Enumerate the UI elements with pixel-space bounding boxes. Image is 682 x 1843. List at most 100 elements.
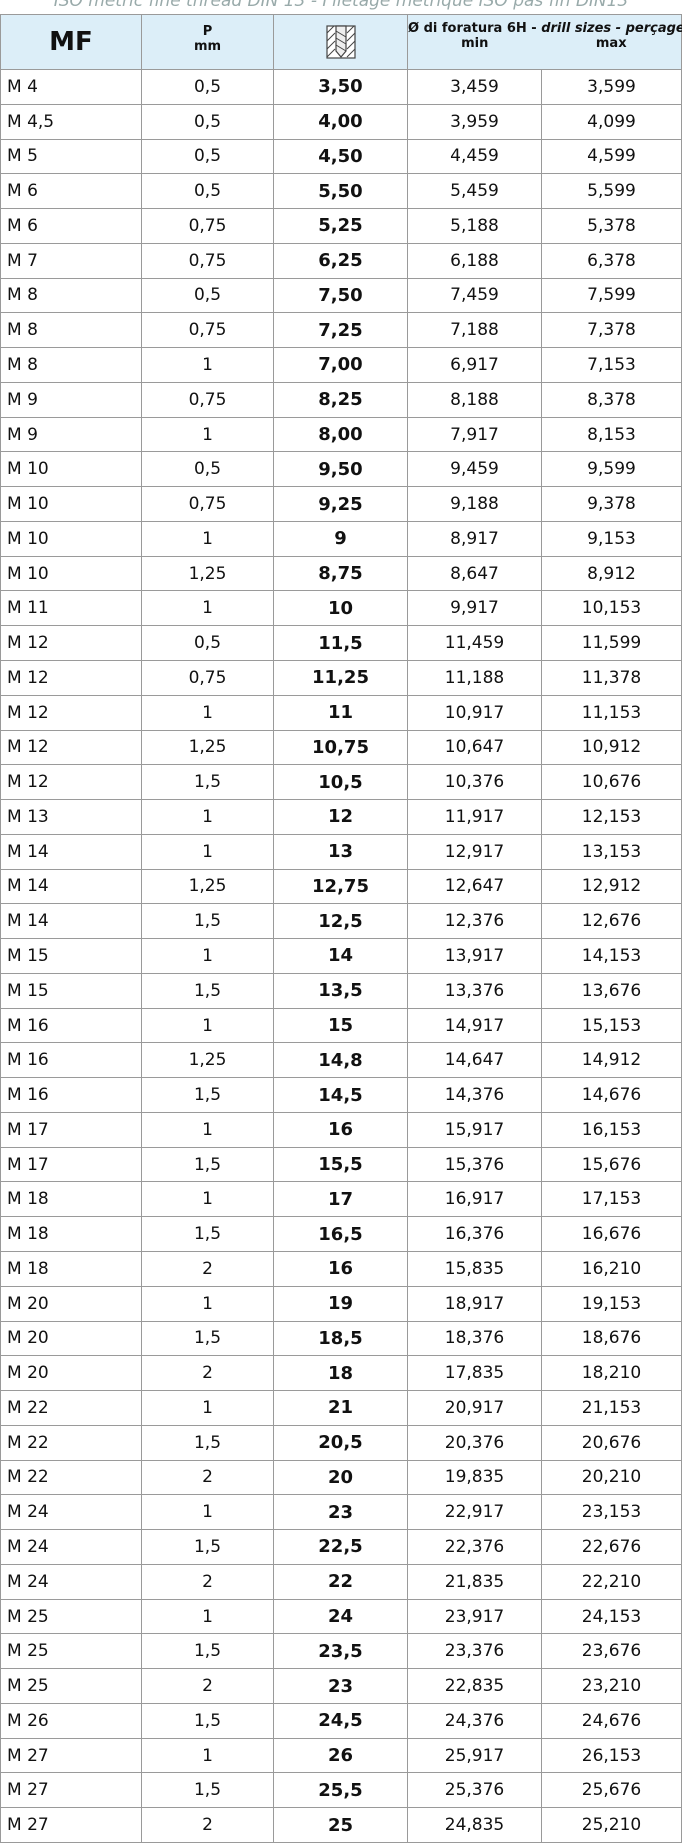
thread-size-cell: M 24 xyxy=(0,1530,142,1565)
pitch-cell: 1,5 xyxy=(142,904,274,940)
min-cell: 7,188 xyxy=(408,313,542,349)
max-cell: 26,153 xyxy=(542,1738,682,1774)
max-cell: 16,153 xyxy=(542,1112,682,1148)
drill-size-cell: 11,25 xyxy=(274,661,408,696)
drill-size-cell: 21 xyxy=(274,1391,408,1426)
min-cell: 12,376 xyxy=(408,904,542,940)
thread-size-cell: M 27 xyxy=(0,1773,142,1809)
drill-size-cell: 15 xyxy=(274,1008,408,1044)
min-cell: 3,459 xyxy=(408,70,542,105)
min-cell: 15,376 xyxy=(408,1147,542,1183)
thread-size-cell: M 25 xyxy=(0,1669,142,1704)
pitch-cell: 1 xyxy=(142,800,274,835)
drill-size-cell: 24 xyxy=(274,1599,408,1635)
pitch-cell: 1 xyxy=(142,1112,274,1148)
max-cell: 14,676 xyxy=(542,1078,682,1113)
header-max: max xyxy=(595,36,627,51)
pitch-cell: 0,75 xyxy=(142,209,274,244)
drill-size-cell: 18,5 xyxy=(274,1321,408,1357)
min-cell: 20,376 xyxy=(408,1425,542,1461)
thread-size-cell: M 25 xyxy=(0,1599,142,1635)
thread-size-cell: M 10 xyxy=(0,556,142,592)
pitch-cell: 1 xyxy=(142,1738,274,1774)
header-p-label: P xyxy=(202,24,213,39)
drill-size-cell: 3,50 xyxy=(274,70,408,105)
thread-size-cell: M 4,5 xyxy=(0,104,142,140)
drill-size-cell: 6,25 xyxy=(274,243,408,279)
max-cell: 6,378 xyxy=(542,243,682,279)
pitch-cell: 1 xyxy=(142,1008,274,1044)
thread-size-cell: M 14 xyxy=(0,834,142,870)
pitch-cell: 1,5 xyxy=(142,1773,274,1809)
max-cell: 23,153 xyxy=(542,1495,682,1531)
min-cell: 21,835 xyxy=(408,1564,542,1600)
max-cell: 9,153 xyxy=(542,521,682,557)
max-cell: 16,210 xyxy=(542,1252,682,1287)
min-cell: 22,376 xyxy=(408,1530,542,1565)
header-minmax: min max xyxy=(408,36,681,51)
pitch-cell: 1 xyxy=(142,417,274,453)
min-cell: 14,376 xyxy=(408,1078,542,1113)
thread-size-cell: M 22 xyxy=(0,1425,142,1461)
drill-size-cell: 16,5 xyxy=(274,1217,408,1252)
drill-size-cell: 12,5 xyxy=(274,904,408,940)
pitch-cell: 1 xyxy=(142,1599,274,1635)
max-cell: 14,912 xyxy=(542,1043,682,1079)
pitch-cell: 1 xyxy=(142,695,274,731)
max-cell: 7,153 xyxy=(542,348,682,383)
pitch-cell: 0,5 xyxy=(142,174,274,210)
min-cell: 9,459 xyxy=(408,452,542,488)
pitch-cell: 1 xyxy=(142,348,274,383)
max-cell: 5,599 xyxy=(542,174,682,210)
drill-size-cell: 16 xyxy=(274,1252,408,1287)
min-cell: 14,647 xyxy=(408,1043,542,1079)
drill-size-cell: 7,25 xyxy=(274,313,408,349)
thread-size-cell: M 10 xyxy=(0,487,142,522)
thread-size-cell: M 18 xyxy=(0,1182,142,1218)
min-cell: 3,959 xyxy=(408,104,542,140)
max-cell: 17,153 xyxy=(542,1182,682,1218)
pitch-cell: 0,75 xyxy=(142,313,274,349)
max-cell: 23,676 xyxy=(542,1634,682,1670)
pitch-cell: 1,25 xyxy=(142,556,274,592)
thread-size-cell: M 8 xyxy=(0,348,142,383)
min-cell: 8,188 xyxy=(408,382,542,418)
drill-size-cell: 20,5 xyxy=(274,1425,408,1461)
min-cell: 10,376 xyxy=(408,765,542,801)
min-cell: 13,376 xyxy=(408,973,542,1009)
pitch-cell: 1,5 xyxy=(142,1147,274,1183)
drill-size-cell: 23 xyxy=(274,1669,408,1704)
max-cell: 21,153 xyxy=(542,1391,682,1426)
thread-size-cell: M 13 xyxy=(0,800,142,835)
thread-size-cell: M 24 xyxy=(0,1564,142,1600)
min-cell: 11,188 xyxy=(408,661,542,696)
pitch-cell: 2 xyxy=(142,1252,274,1287)
max-cell: 18,210 xyxy=(542,1356,682,1392)
pitch-cell: 2 xyxy=(142,1808,274,1843)
thread-size-cell: M 10 xyxy=(0,521,142,557)
thread-size-cell: M 20 xyxy=(0,1321,142,1357)
drill-size-cell: 12,75 xyxy=(274,869,408,905)
min-cell: 10,647 xyxy=(408,730,542,766)
pitch-cell: 1 xyxy=(142,591,274,627)
min-cell: 13,917 xyxy=(408,939,542,974)
max-cell: 24,676 xyxy=(542,1703,682,1739)
drill-size-cell: 23,5 xyxy=(274,1634,408,1670)
pitch-cell: 0,5 xyxy=(142,139,274,175)
drill-size-cell: 7,00 xyxy=(274,348,408,383)
thread-size-cell: M 14 xyxy=(0,904,142,940)
drill-size-cell: 22,5 xyxy=(274,1530,408,1565)
header-mf: MF xyxy=(0,14,142,70)
min-cell: 24,835 xyxy=(408,1808,542,1843)
drill-size-cell: 25 xyxy=(274,1808,408,1843)
min-cell: 11,459 xyxy=(408,626,542,661)
thread-size-cell: M 22 xyxy=(0,1391,142,1426)
min-cell: 10,917 xyxy=(408,695,542,731)
drill-size-cell: 5,25 xyxy=(274,209,408,244)
drill-size-cell: 17 xyxy=(274,1182,408,1218)
drill-size-cell: 7,50 xyxy=(274,278,408,314)
min-cell: 15,917 xyxy=(408,1112,542,1148)
max-cell: 11,599 xyxy=(542,626,682,661)
max-cell: 12,153 xyxy=(542,800,682,835)
